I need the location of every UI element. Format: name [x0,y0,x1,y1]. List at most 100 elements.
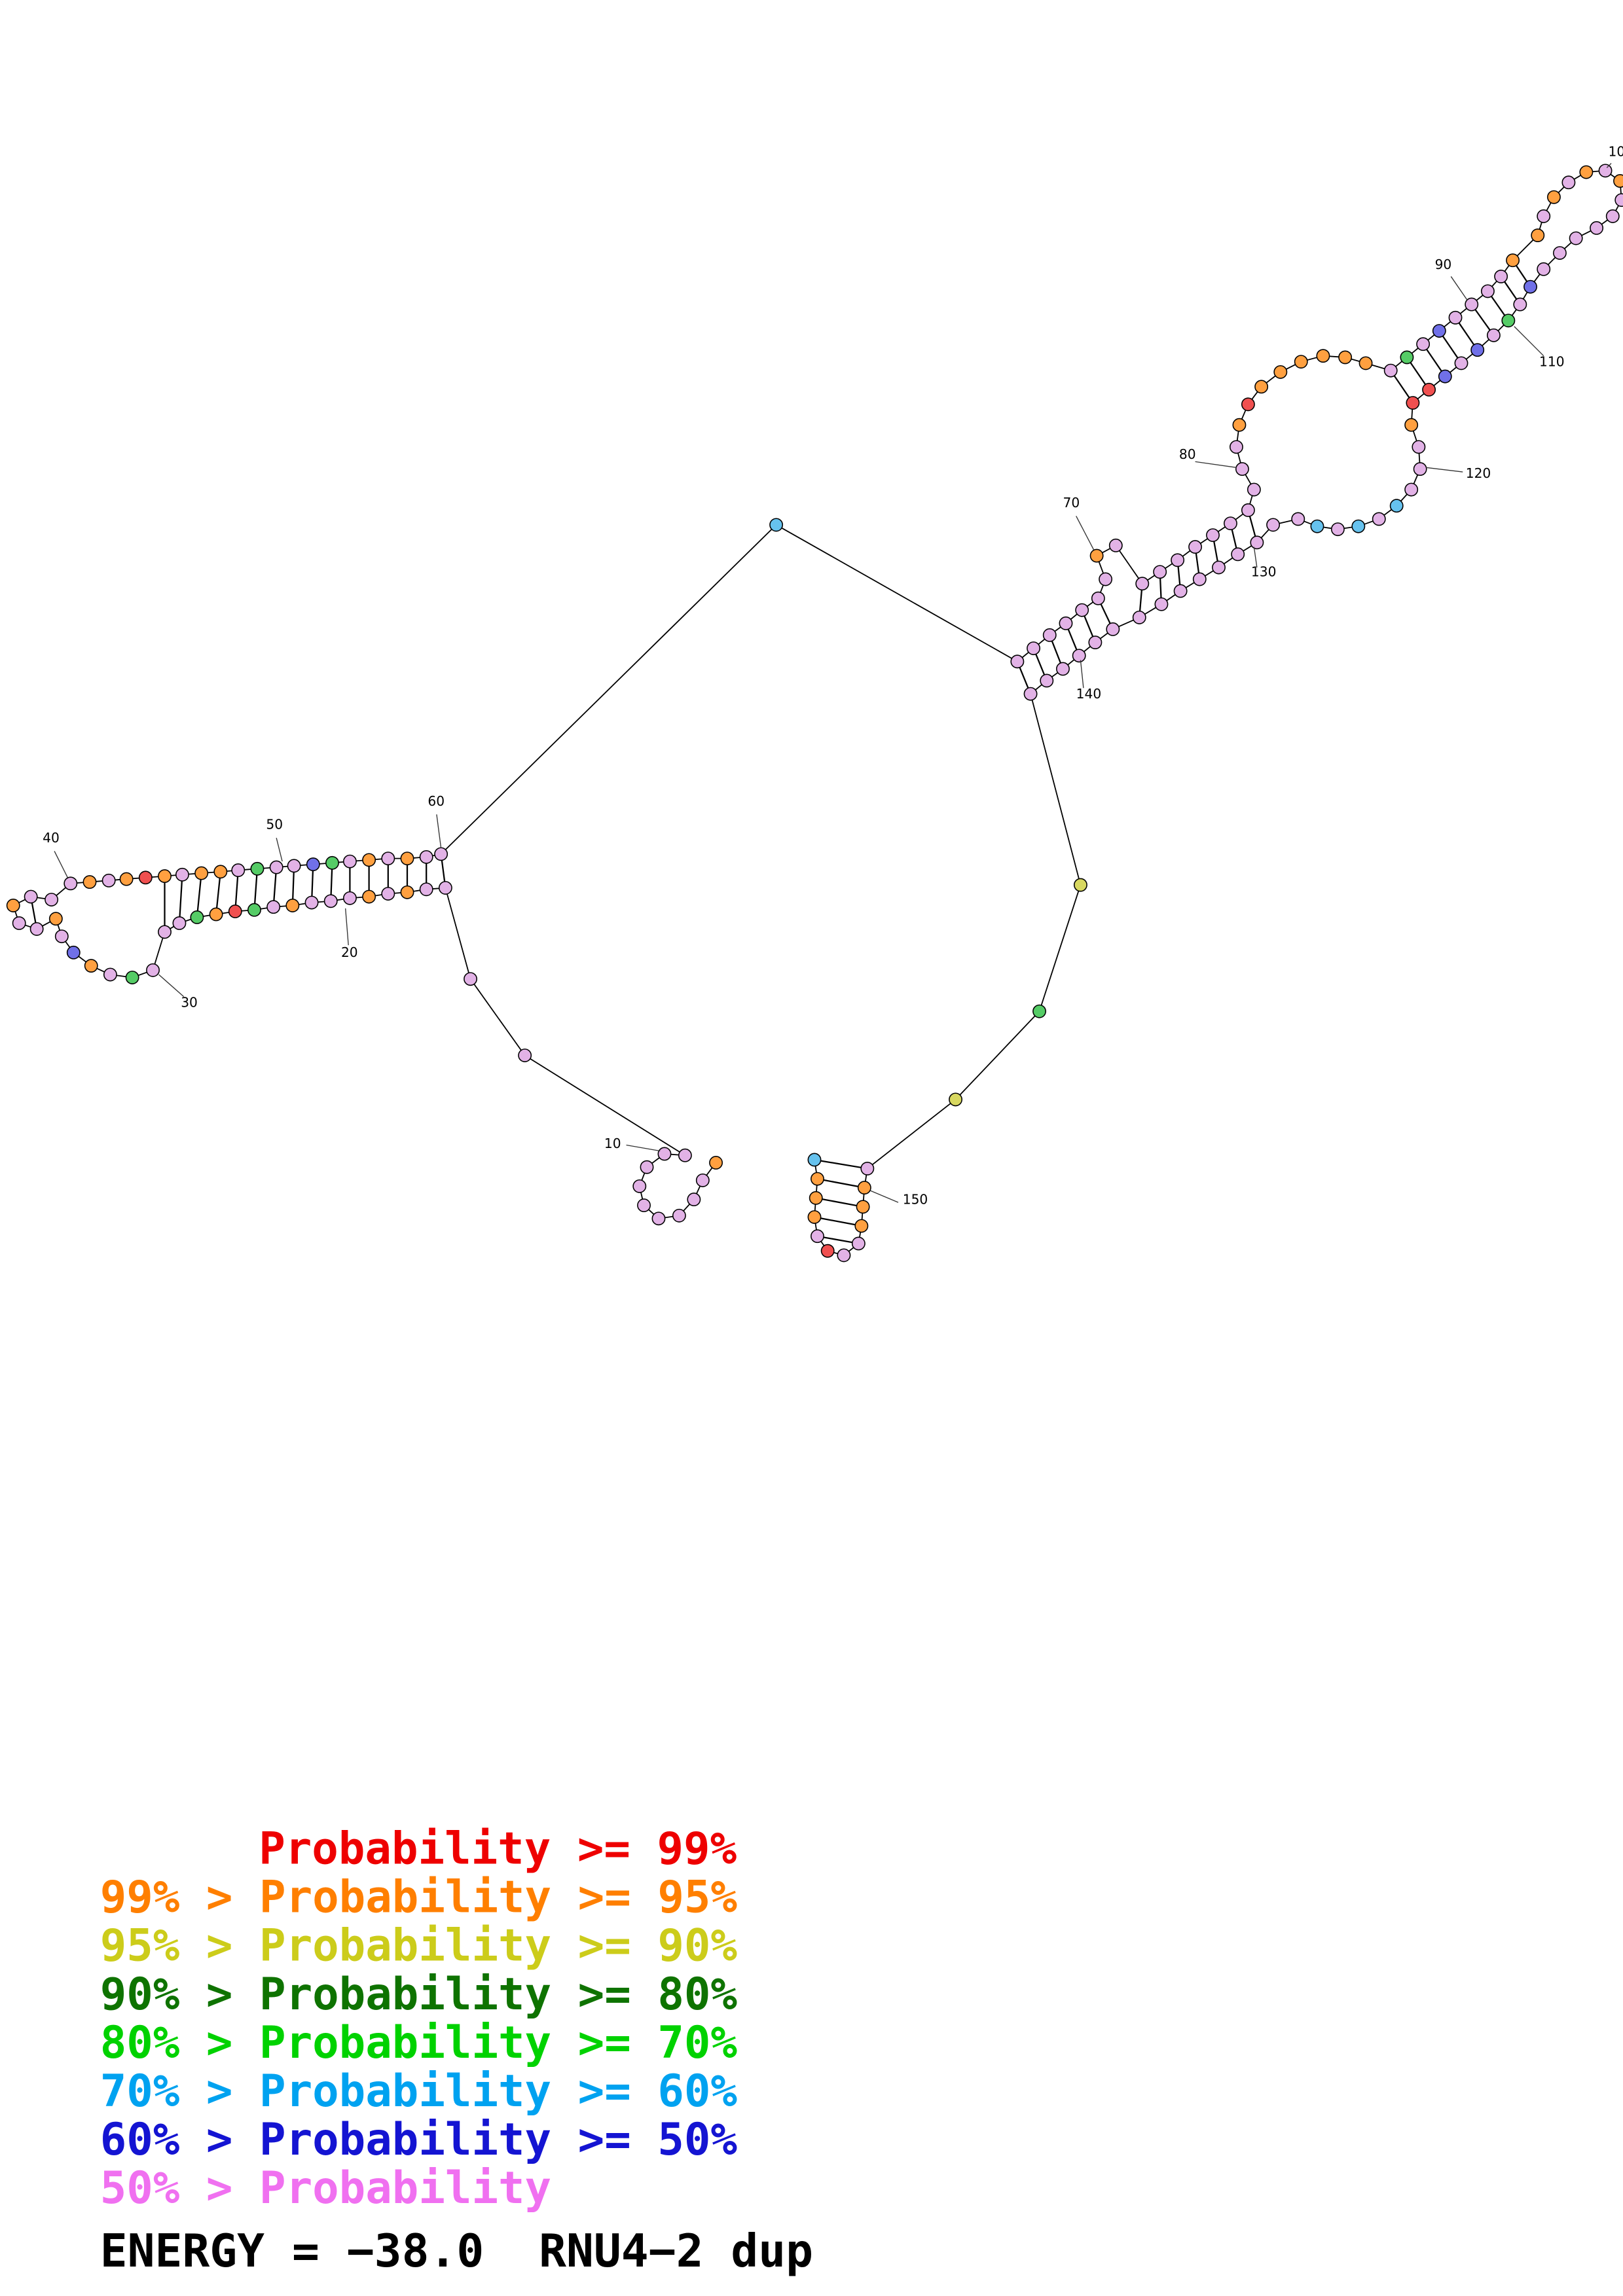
nucleotide [860,1161,875,1175]
basepair-bond [215,871,221,915]
position-label: 130 [1251,564,1277,580]
nucleotide [1413,462,1427,476]
label-leader-line [1080,660,1084,689]
basepair-bond [817,1178,865,1189]
nucleotide [807,1210,822,1224]
nucleotide [1448,310,1463,325]
legend-row-95: 99% > Probability >= 95% [100,1871,738,1923]
nucleotide [269,860,283,874]
nucleotide [1241,397,1255,412]
nucleotide [1073,878,1087,892]
label-leader-line [626,1144,661,1152]
nucleotide [12,916,26,930]
nucleotide [1579,165,1594,179]
nucleotide [518,1049,532,1062]
nucleotide [119,872,134,886]
nucleotide [1088,636,1103,649]
nucleotide [1432,324,1446,338]
nucleotide [1404,482,1419,497]
nucleotide [1224,516,1237,531]
nucleotide [851,1236,866,1251]
nucleotide [66,945,81,960]
legend-row-below50: 50% > Probability [100,2162,551,2214]
basepair-bond [814,1216,862,1227]
nucleotide [1605,209,1620,223]
nucleotide [820,1244,835,1258]
nucleotide [287,859,301,873]
nucleotide [231,863,246,878]
position-label: 110 [1539,353,1565,369]
label-leader-line [436,814,442,849]
position-label: 90 [1435,257,1452,272]
label-leader-line [1253,547,1258,568]
basepair-bond [816,1197,864,1208]
nucleotide [854,1219,869,1233]
legend-row-60: 70% > Probability >= 60% [100,2065,738,2117]
nucleotide [1247,482,1261,497]
nucleotide [1235,462,1249,476]
nucleotide [1338,350,1353,365]
nucleotide [837,1248,851,1263]
nucleotide [1010,655,1025,669]
nucleotide [266,900,281,914]
nucleotide [1513,297,1527,312]
legend-row-70: 80% > Probability >= 70% [100,2017,738,2068]
nucleotide [811,1172,824,1186]
nucleotide [1537,262,1551,276]
nucleotide [1470,343,1485,357]
nucleotide [1212,560,1226,575]
basepair-bond [178,874,183,924]
nucleotide [1273,365,1288,379]
nucleotide [194,866,209,880]
nucleotide [1523,279,1537,294]
nucleotide [1075,603,1089,617]
nucleotide [1059,616,1073,630]
nucleotide [1389,499,1404,513]
nucleotide [709,1156,723,1170]
nucleotide [438,881,452,895]
position-label: 40 [43,830,60,846]
nucleotide [857,1181,871,1195]
nucleotide [1372,512,1386,526]
nucleotide [1042,628,1057,642]
basepair-bond [817,1235,859,1245]
nucleotide [1486,328,1501,342]
nucleotide [1330,522,1345,537]
nucleotide [1613,174,1623,188]
backbone-segment [955,1011,1040,1100]
legend-row-99: Probability >= 99% [259,1823,737,1874]
label-leader-line [1606,163,1612,168]
basepair-bond [814,1158,868,1170]
nucleotide [464,972,477,986]
label-leader-line [1195,461,1237,469]
backbone-segment [441,524,777,855]
nucleotide [1590,221,1604,235]
nucleotide [172,916,187,930]
nucleotide [1406,396,1420,410]
nucleotide [1266,518,1281,532]
nucleotide [45,893,59,906]
nucleotide [250,861,264,876]
nucleotide-nodes [6,164,1623,1263]
backbone-segment [469,978,526,1056]
position-labels: 10 20 30 40 50 60 70 80 90 100 110 120 130 140 150 [43,143,1623,1207]
nucleotide [400,852,414,866]
nucleotide [1614,193,1623,207]
nucleotide [1294,355,1308,369]
nucleotide [1454,356,1468,370]
nucleotide [1359,356,1373,370]
backbone-segment [1038,884,1082,1012]
nucleotide [1032,1004,1046,1018]
nucleotide [1438,369,1452,384]
nucleotide [678,1148,692,1162]
probability-legend: Probability >= 99% 99% > Probability >= … [100,1823,738,2214]
nucleotide [1291,512,1305,526]
nucleotide [1501,314,1516,328]
nucleotide [1310,519,1324,533]
position-label: 100 [1609,143,1623,159]
nucleotide [419,850,433,864]
nucleotide [1171,553,1185,567]
nucleotide [1192,572,1207,586]
nucleotide [769,518,784,532]
